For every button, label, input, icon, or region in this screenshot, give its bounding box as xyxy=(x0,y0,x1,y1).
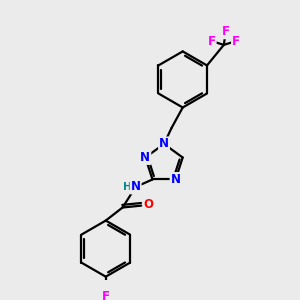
Text: F: F xyxy=(232,34,240,48)
Text: N: N xyxy=(131,180,141,194)
Text: F: F xyxy=(208,34,216,48)
Text: F: F xyxy=(222,25,230,38)
Text: N: N xyxy=(140,151,150,164)
Text: F: F xyxy=(102,290,110,300)
Text: O: O xyxy=(144,198,154,211)
Text: N: N xyxy=(159,137,169,150)
Text: N: N xyxy=(171,173,181,186)
Text: H: H xyxy=(123,182,132,192)
